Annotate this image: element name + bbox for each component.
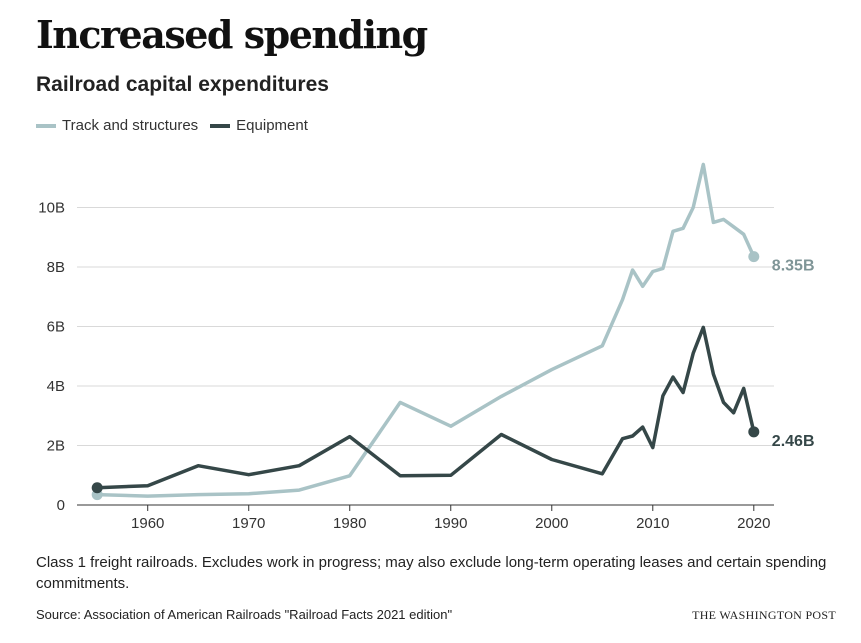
x-tick-label: 2010 — [636, 515, 669, 532]
end-value-label-equipment: 2.46B — [772, 433, 815, 450]
series-start-point-equipment — [91, 482, 103, 494]
y-tick-label: 10B — [38, 200, 65, 217]
series-line-track — [95, 162, 756, 498]
legend-label-track: Track and structures — [62, 117, 199, 134]
chart-note: Class 1 freight railroads. Excludes work… — [36, 554, 827, 592]
chart-legend: Track and structures Equipment — [36, 117, 320, 134]
end-value-label-track: 8.35B — [772, 258, 815, 275]
legend-swatch-equipment — [210, 123, 231, 128]
y-tick-label: 2B — [47, 438, 65, 455]
legend-label-equipment: Equipment — [236, 117, 308, 134]
x-tick-label: 1980 — [333, 515, 366, 532]
y-tick-label: 6B — [47, 319, 65, 336]
x-tick-label: 2000 — [535, 515, 568, 532]
series-line-equipment — [95, 325, 756, 490]
legend-swatch-track — [36, 123, 56, 128]
chart-title: Increased spending — [36, 12, 428, 57]
x-tick-label: 1970 — [232, 515, 265, 532]
x-tick-label: 1960 — [131, 515, 164, 532]
chart-subtitle: Railroad capital expenditures — [36, 73, 329, 96]
x-tick-label: 2020 — [737, 515, 770, 532]
publisher-credit: THE WASHINGTON POST — [692, 608, 836, 622]
x-tick-label: 1990 — [434, 515, 467, 532]
series-end-point-equipment — [748, 426, 760, 438]
y-tick-label: 8B — [47, 259, 65, 276]
series-end-point-track — [748, 251, 760, 263]
y-tick-label: 4B — [47, 378, 65, 395]
legend-item-equipment: Equipment — [210, 117, 308, 134]
y-tick-label: 0 — [57, 497, 65, 514]
chart-source: Source: Association of American Railroad… — [36, 607, 453, 622]
legend-item-track: Track and structures — [36, 117, 198, 134]
